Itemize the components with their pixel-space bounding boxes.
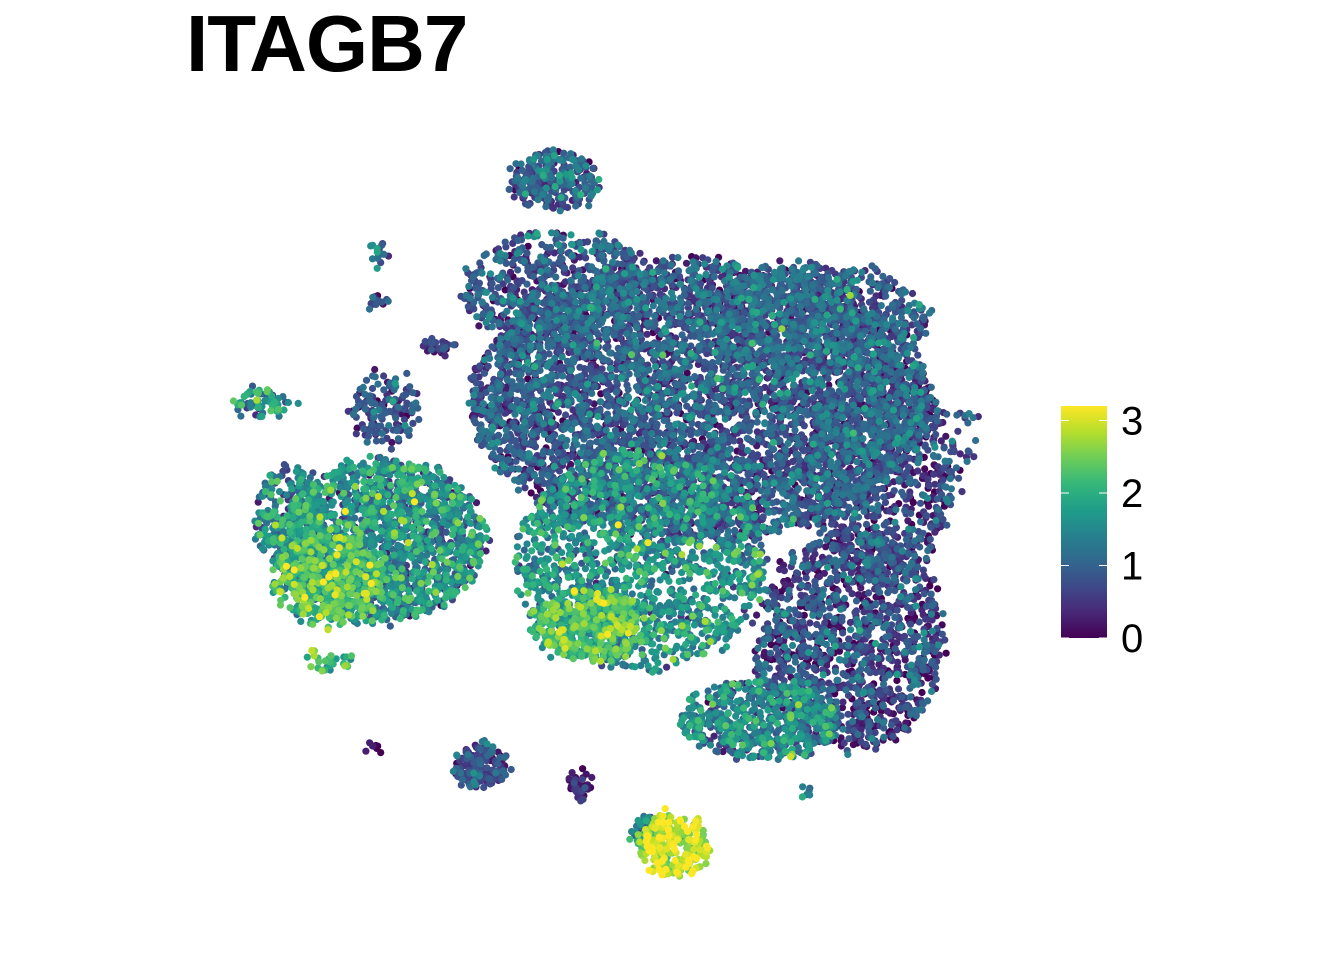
scatter-point bbox=[904, 356, 913, 364]
scatter-point bbox=[876, 691, 884, 699]
scatter-point bbox=[857, 584, 865, 592]
scatter-point bbox=[371, 365, 379, 374]
scatter-point bbox=[909, 498, 917, 507]
scatter-point bbox=[849, 741, 858, 749]
chart-title: ITAGB7 bbox=[186, 0, 468, 88]
scatter-point bbox=[789, 458, 797, 466]
scatter-point bbox=[524, 242, 532, 250]
scatter-point bbox=[352, 430, 360, 438]
scatter-point bbox=[748, 619, 757, 627]
scatter-point bbox=[958, 488, 966, 496]
scatter-point bbox=[643, 330, 651, 338]
scatter-point bbox=[578, 775, 586, 784]
scatter-point bbox=[366, 739, 374, 747]
scatter-point bbox=[753, 611, 761, 619]
scatter-point bbox=[780, 567, 789, 575]
scatter-point bbox=[886, 507, 894, 515]
scatter-point bbox=[954, 427, 962, 435]
scatter-point bbox=[922, 615, 930, 623]
scatter-point bbox=[930, 576, 938, 584]
scatter-point bbox=[583, 238, 592, 246]
scatter-point bbox=[738, 443, 746, 451]
scatter-point bbox=[893, 726, 901, 734]
scatter-point bbox=[683, 369, 691, 377]
scatter-point bbox=[579, 795, 587, 803]
scatter-point bbox=[851, 608, 859, 617]
scatter-point bbox=[894, 685, 903, 693]
scatter-point bbox=[924, 475, 932, 483]
scatter-point bbox=[663, 663, 671, 671]
scatter-point bbox=[938, 621, 946, 629]
scatter-point bbox=[921, 465, 929, 473]
scatter-point bbox=[934, 585, 942, 593]
scatter-point bbox=[893, 676, 901, 685]
scatter-point bbox=[756, 505, 764, 513]
scatter-point bbox=[904, 517, 912, 525]
scatter-point bbox=[802, 574, 810, 582]
scatter-point bbox=[930, 470, 938, 478]
scatter-point bbox=[569, 264, 577, 272]
scatter-point bbox=[914, 467, 922, 475]
scatter-point bbox=[930, 424, 938, 432]
scatter-point bbox=[380, 372, 388, 380]
scatter-point bbox=[501, 286, 509, 294]
scatter-point bbox=[846, 618, 855, 627]
scatter-point bbox=[682, 259, 691, 267]
scatter-point bbox=[767, 641, 775, 649]
scatter-point bbox=[790, 576, 799, 584]
scatter-point bbox=[865, 298, 874, 306]
scatter-point bbox=[845, 635, 853, 644]
scatter-point bbox=[942, 649, 950, 657]
scatter-point bbox=[475, 322, 483, 330]
scatter-point bbox=[588, 773, 596, 782]
scatter-point bbox=[776, 257, 784, 265]
scatter-point bbox=[924, 674, 932, 682]
points-layer bbox=[229, 146, 982, 880]
scatter-point bbox=[937, 437, 945, 445]
scatter-point bbox=[854, 591, 863, 599]
scatter-point bbox=[925, 502, 933, 510]
scatter-point bbox=[835, 647, 844, 655]
scatter-point bbox=[549, 204, 557, 212]
scatter-point bbox=[636, 249, 644, 257]
scatter-point bbox=[872, 745, 880, 753]
scatter-point bbox=[800, 611, 808, 619]
scatter-point bbox=[918, 688, 926, 697]
scatter-point bbox=[527, 489, 535, 497]
scatter-point bbox=[579, 765, 587, 773]
scatter-point bbox=[441, 352, 449, 360]
scatter-point bbox=[908, 289, 917, 298]
scatter-point bbox=[839, 698, 847, 706]
scatter-point bbox=[822, 543, 830, 551]
scatter-point bbox=[362, 747, 370, 755]
scatter-point bbox=[521, 484, 529, 492]
scatter-point bbox=[562, 411, 570, 419]
scatter-point bbox=[925, 482, 933, 490]
scatter-point bbox=[510, 193, 518, 201]
scatter-point bbox=[848, 590, 856, 598]
